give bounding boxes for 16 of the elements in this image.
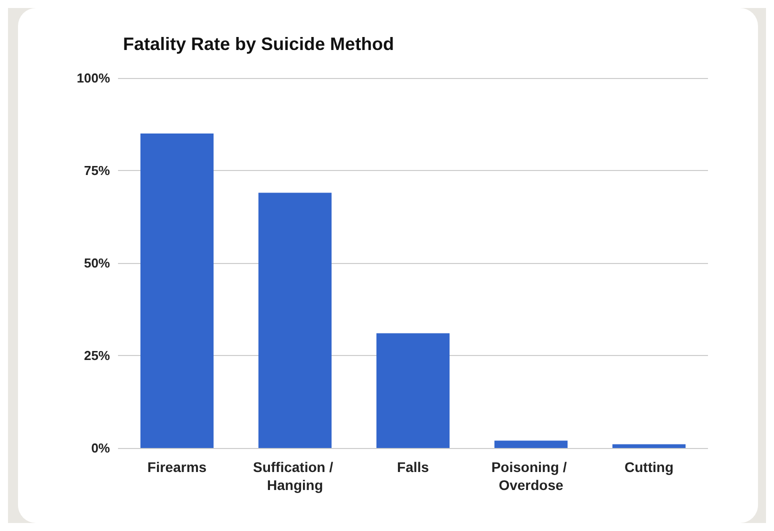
bar (612, 444, 686, 448)
y-tick-label: 0% (91, 440, 110, 456)
bar (258, 192, 332, 448)
y-tick-label: 50% (84, 256, 110, 270)
x-tick-label: Firearms (147, 459, 207, 475)
bar (494, 440, 568, 448)
y-tick-label: 100% (76, 70, 110, 86)
chart-title: Fatality Rate by Suicide Method (123, 34, 394, 54)
x-tick-label: Cutting (624, 459, 674, 475)
bar (376, 333, 450, 448)
x-tick-label: Poisoning / Overdose (491, 459, 571, 493)
y-tick-label: 75% (84, 163, 110, 178)
y-tick-label: 25% (84, 348, 110, 363)
bar (140, 134, 214, 448)
x-tick-label: Suffication / Hanging (253, 459, 337, 493)
x-tick-label: Falls (397, 459, 430, 475)
